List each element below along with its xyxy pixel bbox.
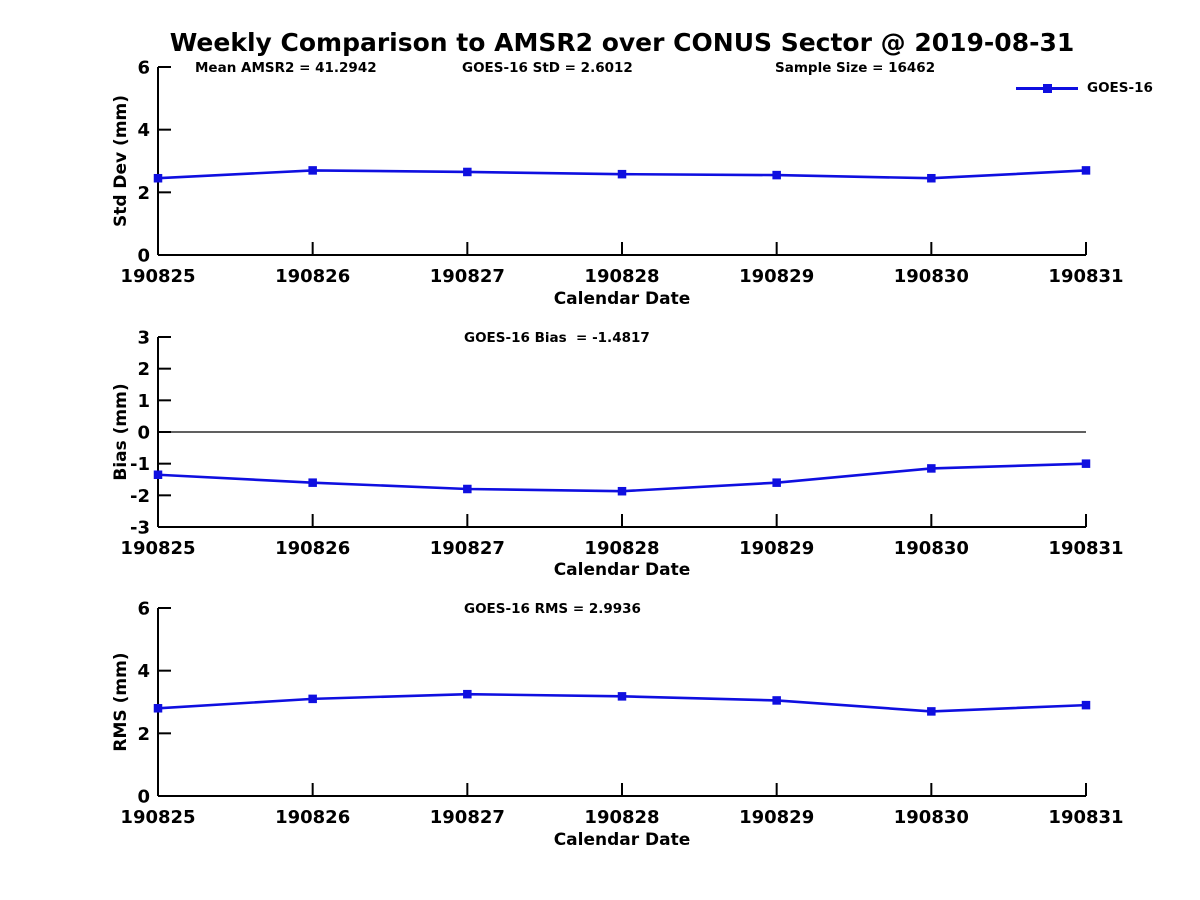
- y-tick-label: -1: [130, 454, 150, 475]
- chart-panel-0: 0 2 4 6 190825 190826 190827 190828 190829 190830…: [120, 58, 1123, 288]
- x-tick-label: 190827: [430, 807, 505, 828]
- data-point-marker: [308, 478, 317, 487]
- x-tick-label: 190826: [275, 538, 350, 559]
- annotation-mean-amsr2: Mean AMSR2 = 41.2942: [195, 60, 377, 76]
- stddev-y-axis-label: Std Dev (mm): [111, 94, 131, 228]
- x-tick-label: 190828: [584, 538, 659, 559]
- data-point-marker: [927, 464, 936, 473]
- x-tick-label: 190826: [275, 807, 350, 828]
- y-tick-label: 6: [137, 599, 150, 620]
- data-point-marker: [1081, 166, 1091, 175]
- x-tick-label: 190828: [584, 266, 659, 287]
- data-point-marker: [153, 470, 163, 479]
- y-tick-label: 0: [137, 246, 150, 267]
- data-point-marker: [463, 484, 472, 494]
- y-tick-label: 4: [137, 661, 150, 682]
- y-tick-label: 1: [137, 391, 150, 412]
- x-tick-label: 190829: [739, 538, 814, 559]
- x-tick-label: 190828: [584, 807, 659, 828]
- x-tick-label: 190829: [739, 807, 814, 828]
- bias-y-axis-label: Bias (mm): [111, 383, 131, 481]
- stddev-x-axis-label: Calendar Date: [553, 289, 691, 309]
- y-tick-label: 6: [137, 58, 150, 79]
- x-tick-label: 190825: [120, 266, 195, 287]
- data-point-marker: [153, 173, 163, 183]
- data-point-marker: [927, 173, 936, 183]
- figure-title: Weekly Comparison to AMSR2 over CONUS Se…: [169, 28, 1075, 57]
- data-point-marker: [1081, 700, 1091, 710]
- rms-x-axis-label: Calendar Date: [553, 830, 691, 850]
- y-tick-label: 2: [137, 359, 150, 380]
- data-point-marker: [1081, 459, 1091, 468]
- annotation-goes16-bias: GOES-16 Bias = -1.4817: [464, 330, 650, 346]
- rms-y-axis-label: RMS (mm): [111, 652, 131, 752]
- x-tick-label: 190831: [1048, 266, 1123, 287]
- y-tick-label: -2: [130, 486, 150, 507]
- x-tick-label: 190825: [120, 807, 195, 828]
- x-tick-label: 190830: [894, 538, 969, 559]
- annotation-goes16-std: GOES-16 StD = 2.6012: [462, 60, 633, 76]
- x-tick-label: 190826: [275, 266, 350, 287]
- y-tick-label: 3: [137, 328, 150, 349]
- x-tick-label: 190830: [894, 266, 969, 287]
- x-tick-label: 190830: [894, 807, 969, 828]
- data-point-marker: [772, 170, 781, 180]
- x-tick-label: 190825: [120, 538, 195, 559]
- x-tick-label: 190831: [1048, 807, 1123, 828]
- chart-panel-1: -3 -2 -1 0 1 2 3 190825 190826 190827 190828 190829…: [120, 328, 1123, 560]
- x-tick-label: 190827: [430, 538, 505, 559]
- y-tick-label: 2: [137, 724, 150, 745]
- legend-line-sample: [1016, 78, 1078, 98]
- data-point-marker: [308, 166, 317, 175]
- x-tick-label: 190827: [430, 266, 505, 287]
- legend: GOES-16: [1016, 78, 1153, 98]
- data-point-marker: [617, 486, 627, 496]
- data-point-marker: [772, 696, 781, 705]
- data-point-marker: [927, 707, 936, 716]
- y-tick-label: 2: [137, 183, 150, 204]
- data-point-marker: [617, 692, 627, 701]
- data-point-marker: [153, 704, 163, 713]
- data-point-marker: [463, 689, 472, 699]
- legend-square-marker-icon: [1043, 84, 1052, 93]
- y-tick-label: 4: [137, 120, 150, 141]
- legend-series-label: GOES-16: [1087, 80, 1153, 96]
- data-point-marker: [308, 694, 317, 704]
- data-point-marker: [617, 169, 627, 179]
- data-point-marker: [772, 478, 781, 487]
- data-point-marker: [463, 167, 472, 177]
- x-tick-label: 190829: [739, 266, 814, 287]
- y-tick-label: 0: [137, 423, 150, 444]
- y-tick-label: 0: [137, 787, 150, 808]
- annotation-goes16-rms: GOES-16 RMS = 2.9936: [464, 601, 641, 617]
- x-tick-label: 190831: [1048, 538, 1123, 559]
- y-tick-label: -3: [130, 518, 150, 539]
- chart-panel-2: 0 2 4 6 190825 190826 190827 190828 190829 190830…: [120, 599, 1123, 829]
- bias-x-axis-label: Calendar Date: [553, 560, 691, 580]
- annotation-sample-size: Sample Size = 16462: [775, 60, 936, 76]
